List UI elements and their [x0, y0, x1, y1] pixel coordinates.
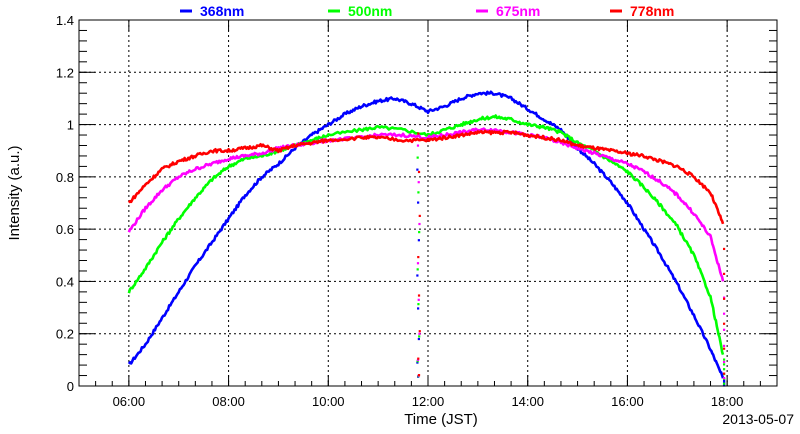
date-label: 2013-05-07 [722, 411, 794, 427]
tick-labels: 06:00 08:00 10:00 12:00 14:00 16:00 18:00 0 0.2 0… [56, 13, 743, 409]
sunset-point [722, 379, 726, 382]
dropout-point [418, 214, 421, 218]
x-tick-label: 12:00 [412, 394, 445, 409]
sunset-point [722, 358, 726, 361]
dropout-point [417, 298, 420, 301]
y-tick-label: 1.4 [56, 13, 74, 28]
y-tick-label: 0.4 [56, 274, 74, 289]
dropout-point [416, 168, 419, 171]
legend-entry-675nm: 675nm [476, 3, 540, 19]
sunset-point [722, 368, 726, 371]
dropout-point [417, 303, 420, 306]
dropout-point [417, 181, 420, 184]
dropout-point [416, 358, 420, 362]
sunset-point [722, 344, 726, 347]
sunset-point [722, 296, 726, 299]
y-tick-label: 0.2 [56, 327, 74, 342]
dropout-point [417, 374, 421, 377]
sunset-point [722, 272, 726, 275]
series-line-500nm [127, 114, 725, 356]
y-tick-label: 1 [67, 118, 74, 133]
grid [79, 20, 777, 386]
dropout-point [418, 330, 421, 333]
x-tick-label: 10:00 [312, 394, 345, 409]
x-tick-label: 18:00 [711, 394, 744, 409]
sunset-point [722, 297, 726, 300]
dropout-point [417, 239, 420, 242]
series-675nm [127, 127, 726, 380]
sunset-point [722, 312, 726, 315]
legend-label: 675nm [496, 3, 540, 19]
legend-label: 368nm [200, 3, 244, 19]
series-line-778nm [127, 129, 725, 225]
dropout-point [417, 294, 421, 297]
sunset-point [722, 322, 726, 325]
dropout-point [418, 222, 421, 226]
y-axis-title: Intensity (a.u.) [6, 145, 23, 240]
series-500nm [127, 114, 726, 385]
legend-entry-368nm: 368nm [180, 3, 244, 19]
y-tick-label: 1.2 [56, 65, 74, 80]
dropout-point [416, 268, 419, 271]
legend: 368nm 500nm 675nm 778nm [180, 3, 674, 19]
legend-entry-778nm: 778nm [610, 3, 674, 19]
dropout-point [416, 360, 419, 363]
sunset-point [722, 380, 726, 383]
dropout-point [416, 262, 420, 265]
sunset-point [722, 363, 726, 366]
dropout-point [417, 307, 420, 310]
sunset-point [722, 384, 726, 387]
sunset-point [722, 372, 726, 375]
dropout-point [417, 255, 420, 259]
dropout-point [416, 144, 420, 147]
y-tick-label: 0 [67, 379, 74, 394]
legend-entry-500nm: 500nm [328, 3, 392, 19]
legend-label: 778nm [630, 3, 674, 19]
x-tick-label: 14:00 [511, 394, 544, 409]
y-tick-label: 0.6 [56, 222, 74, 237]
dropout-point [416, 361, 419, 364]
dropout-point [418, 332, 421, 335]
dropout-point [418, 231, 421, 234]
dropout-point [417, 357, 420, 360]
dropout-point [418, 335, 421, 338]
series-778nm [127, 129, 726, 377]
dropout-point [416, 274, 419, 277]
series-line-368nm [127, 90, 725, 379]
x-axis-title: Time (JST) [404, 411, 478, 428]
dropout-point [417, 170, 421, 174]
legend-label: 500nm [348, 3, 392, 19]
dropout-point [417, 191, 420, 194]
y-tick-label: 0.8 [56, 170, 74, 185]
sunset-point [722, 376, 726, 380]
axis-ticks [78, 19, 778, 387]
sunset-point [722, 328, 726, 331]
sunset-point [722, 247, 726, 251]
dropout-point [416, 156, 419, 159]
sunset-point [722, 382, 726, 385]
sunset-point [722, 347, 726, 350]
x-tick-label: 08:00 [212, 394, 245, 409]
x-tick-label: 06:00 [113, 394, 146, 409]
series-lines [127, 90, 726, 387]
dropout-point [417, 201, 420, 204]
sunset-point [722, 360, 726, 364]
x-tick-label: 16:00 [611, 394, 644, 409]
dropout-point [417, 337, 420, 341]
dropout-point [417, 132, 420, 135]
